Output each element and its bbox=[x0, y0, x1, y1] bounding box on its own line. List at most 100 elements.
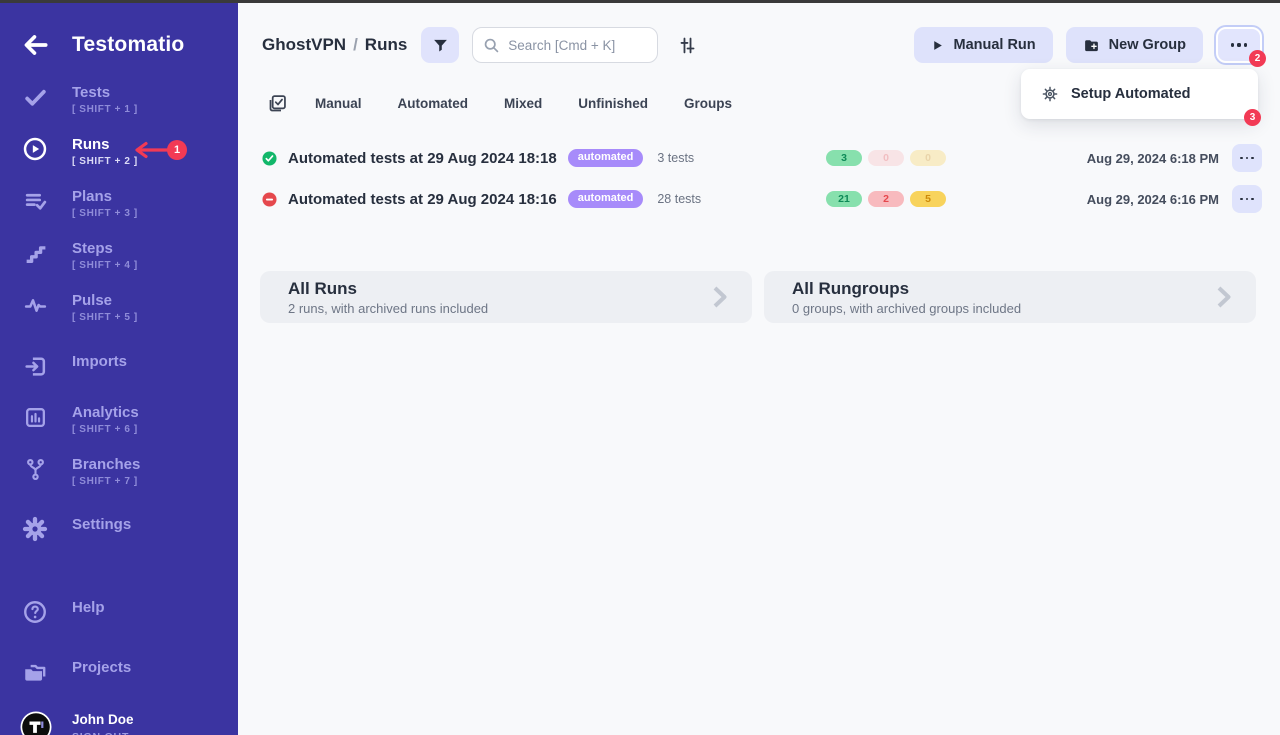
sidebar-item-analytics[interactable]: Analytics [ SHIFT + 6 ] bbox=[0, 404, 238, 438]
run-menu-button[interactable] bbox=[1232, 144, 1262, 172]
status-passed-icon bbox=[262, 150, 277, 166]
app-title: Testomatio bbox=[72, 33, 185, 56]
sign-out-link[interactable]: SIGN OUT bbox=[72, 731, 134, 735]
folder-plus-icon bbox=[1083, 37, 1100, 54]
sidebar-item-pulse[interactable]: Pulse [ SHIFT + 5 ] bbox=[0, 292, 238, 326]
window-top-border bbox=[0, 0, 1280, 3]
tab-groups[interactable]: Groups bbox=[684, 95, 733, 111]
sidebar-item-shortcut: [ SHIFT + 7 ] bbox=[72, 476, 138, 487]
gear-icon bbox=[22, 516, 48, 542]
sidebar-item-label: Pulse bbox=[72, 292, 113, 309]
select-all-icon[interactable] bbox=[266, 92, 288, 114]
run-title[interactable]: Automated tests at 29 Aug 2024 18:16 bbox=[288, 190, 557, 208]
new-group-button[interactable]: New Group bbox=[1065, 27, 1203, 63]
sidebar-item-plans[interactable]: Plans [ SHIFT + 3 ] bbox=[0, 188, 238, 222]
breadcrumb-project[interactable]: GhostVPN bbox=[262, 35, 347, 54]
all-runs-card[interactable]: All Runs 2 runs, with archived runs incl… bbox=[260, 271, 752, 323]
sidebar-item-shortcut: [ SHIFT + 6 ] bbox=[72, 424, 138, 435]
run-title[interactable]: Automated tests at 29 Aug 2024 18:18 bbox=[288, 149, 557, 167]
tab-automated[interactable]: Automated bbox=[397, 95, 469, 111]
breadcrumb: GhostVPN / Runs bbox=[262, 35, 407, 55]
failed-count-pill: 0 bbox=[868, 150, 904, 166]
new-group-label: New Group bbox=[1108, 37, 1186, 53]
sidebar-item-shortcut: [ SHIFT + 1 ] bbox=[72, 104, 138, 115]
run-date: Aug 29, 2024 6:18 PM bbox=[1086, 150, 1219, 166]
sidebar-item-label: Runs bbox=[72, 136, 110, 153]
search-box[interactable] bbox=[472, 27, 659, 63]
sidebar-item-label: Help bbox=[72, 599, 105, 616]
filter-button[interactable] bbox=[421, 27, 460, 63]
breadcrumb-page: Runs bbox=[364, 35, 408, 54]
manual-run-button[interactable]: Manual Run bbox=[914, 27, 1053, 63]
pulse-icon bbox=[22, 292, 48, 318]
run-row[interactable]: Automated tests at 29 Aug 2024 18:16 aut… bbox=[238, 184, 1280, 214]
back-arrow-icon[interactable] bbox=[20, 30, 50, 60]
summary-cards: All Runs 2 runs, with archived runs incl… bbox=[238, 271, 1280, 323]
sidebar-item-label: Plans bbox=[72, 188, 113, 205]
sidebar-nav: Tests [ SHIFT + 1 ] Runs [ SHIFT + 2 ] bbox=[0, 84, 238, 735]
import-icon bbox=[22, 353, 48, 379]
more-actions-button[interactable]: 2 bbox=[1216, 27, 1266, 67]
sidebar-item-shortcut: [ SHIFT + 3 ] bbox=[72, 208, 138, 219]
steps-icon bbox=[22, 240, 48, 266]
sidebar-item-shortcut: [ SHIFT + 4 ] bbox=[72, 260, 138, 271]
all-rungroups-card[interactable]: All Rungroups 0 groups, with archived gr… bbox=[764, 271, 1256, 323]
run-type-badge: automated bbox=[567, 149, 644, 167]
sidebar-item-label: Steps bbox=[72, 240, 113, 257]
run-stats: 21 2 5 bbox=[826, 191, 946, 207]
more-actions-menu: Setup Automated 3 bbox=[1021, 69, 1261, 126]
sidebar-item-tests[interactable]: Tests [ SHIFT + 1 ] bbox=[0, 84, 238, 118]
funnel-icon bbox=[432, 37, 449, 54]
page-header: GhostVPN/Runs Manua bbox=[238, 0, 1280, 67]
sidebar-item-label: Analytics bbox=[72, 404, 139, 421]
adjustments-icon[interactable] bbox=[675, 33, 699, 57]
sidebar-item-label: Settings bbox=[72, 516, 132, 533]
runs-list: Automated tests at 29 Aug 2024 18:18 aut… bbox=[238, 143, 1280, 214]
run-test-count: 3 tests bbox=[657, 151, 695, 165]
list-check-icon bbox=[22, 188, 48, 214]
sidebar-item-imports[interactable]: Imports bbox=[0, 353, 238, 379]
sidebar-item-shortcut: [ SHIFT + 5 ] bbox=[72, 312, 138, 323]
card-subtitle: 0 groups, with archived groups included bbox=[792, 300, 1022, 316]
sidebar-item-settings[interactable]: Settings bbox=[0, 516, 238, 542]
bar-chart-icon bbox=[22, 404, 48, 430]
git-branch-icon bbox=[22, 456, 48, 482]
sidebar-item-help[interactable]: Help bbox=[0, 599, 238, 625]
run-stats: 3 0 0 bbox=[826, 150, 946, 166]
ellipsis-icon bbox=[1231, 43, 1247, 47]
tab-unfinished[interactable]: Unfinished bbox=[578, 95, 649, 111]
passed-count-pill: 21 bbox=[826, 191, 862, 207]
sidebar-user[interactable]: John Doe SIGN OUT bbox=[0, 711, 238, 735]
annotation-step-1: 1 bbox=[167, 140, 187, 160]
play-icon bbox=[931, 39, 944, 52]
chevron-right-icon bbox=[1210, 283, 1236, 311]
annotation-arrow-1 bbox=[130, 140, 174, 165]
sidebar-item-steps[interactable]: Steps [ SHIFT + 4 ] bbox=[0, 240, 238, 274]
search-icon bbox=[483, 37, 500, 54]
annotation-step-2: 2 bbox=[1249, 50, 1266, 67]
gear-icon bbox=[1041, 85, 1059, 103]
search-input[interactable] bbox=[508, 37, 649, 53]
avatar bbox=[20, 711, 52, 735]
run-type-badge: automated bbox=[567, 190, 644, 208]
tab-mixed[interactable]: Mixed bbox=[504, 95, 543, 111]
menu-item-setup-automated[interactable]: Setup Automated bbox=[1021, 69, 1258, 119]
card-title: All Rungroups bbox=[792, 278, 910, 298]
run-test-count: 28 tests bbox=[657, 192, 702, 206]
run-menu-button[interactable] bbox=[1232, 185, 1262, 213]
user-name: John Doe bbox=[72, 711, 134, 727]
sidebar-item-branches[interactable]: Branches [ SHIFT + 7 ] bbox=[0, 456, 238, 490]
sidebar-item-runs[interactable]: Runs [ SHIFT + 2 ] bbox=[0, 136, 238, 170]
run-row[interactable]: Automated tests at 29 Aug 2024 18:18 aut… bbox=[238, 143, 1280, 173]
setup-automated-label: Setup Automated bbox=[1071, 86, 1191, 102]
sidebar-item-label: Projects bbox=[72, 659, 132, 676]
skipped-count-pill: 5 bbox=[910, 191, 946, 207]
sidebar-header: Testomatio bbox=[0, 26, 238, 64]
breadcrumb-separator: / bbox=[353, 35, 358, 54]
sidebar-item-projects[interactable]: Projects bbox=[0, 659, 238, 685]
sidebar-item-shortcut: [ SHIFT + 2 ] bbox=[72, 156, 138, 167]
card-subtitle: 2 runs, with archived runs included bbox=[288, 300, 489, 316]
tab-manual[interactable]: Manual bbox=[315, 95, 362, 111]
check-icon bbox=[22, 84, 48, 110]
